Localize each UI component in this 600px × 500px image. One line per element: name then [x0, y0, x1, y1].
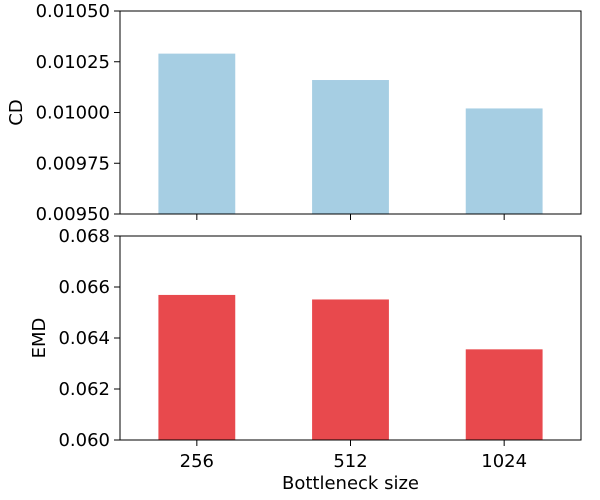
cd-bar-512	[312, 80, 389, 215]
cd-ytick-label: 0.00975	[36, 153, 110, 174]
cd-ytick-label: 0.01025	[36, 52, 110, 73]
emd-bar-512	[312, 299, 389, 440]
emd-xlabel: Bottleneck size	[282, 473, 419, 494]
emd-ytick-label: 0.064	[58, 328, 110, 349]
cd-ylabel: CD	[6, 99, 27, 125]
cd-panel: 0.00950 0.00975 0.01000 0.01025 0.01050 CD	[6, 1, 582, 225]
emd-xtick-label-1024: 1024	[481, 451, 527, 472]
emd-panel: 0.060 0.062 0.064 0.066 0.068 256 512 1024 EMD Bo…	[29, 226, 582, 494]
cd-axes-frame	[119, 10, 582, 215]
emd-ytick-label: 0.062	[58, 379, 110, 400]
emd-ytick-label: 0.068	[58, 226, 110, 247]
cd-bar-1024	[465, 108, 543, 214]
emd-ytick-label: 0.066	[58, 277, 110, 298]
cd-ytick-label: 0.01050	[36, 1, 110, 22]
emd-bar-256	[158, 294, 236, 440]
emd-axes-frame	[119, 235, 582, 441]
emd-ylabel: EMD	[29, 318, 50, 359]
cd-bar-256	[158, 53, 236, 214]
cd-ytick-label: 0.01000	[36, 103, 110, 124]
cd-ytick-label: 0.00950	[36, 204, 110, 225]
emd-ytick-label: 0.060	[58, 430, 110, 451]
emd-xtick-label-512: 512	[333, 451, 367, 472]
emd-bar-1024	[465, 349, 543, 440]
emd-xtick-label-256: 256	[180, 451, 214, 472]
